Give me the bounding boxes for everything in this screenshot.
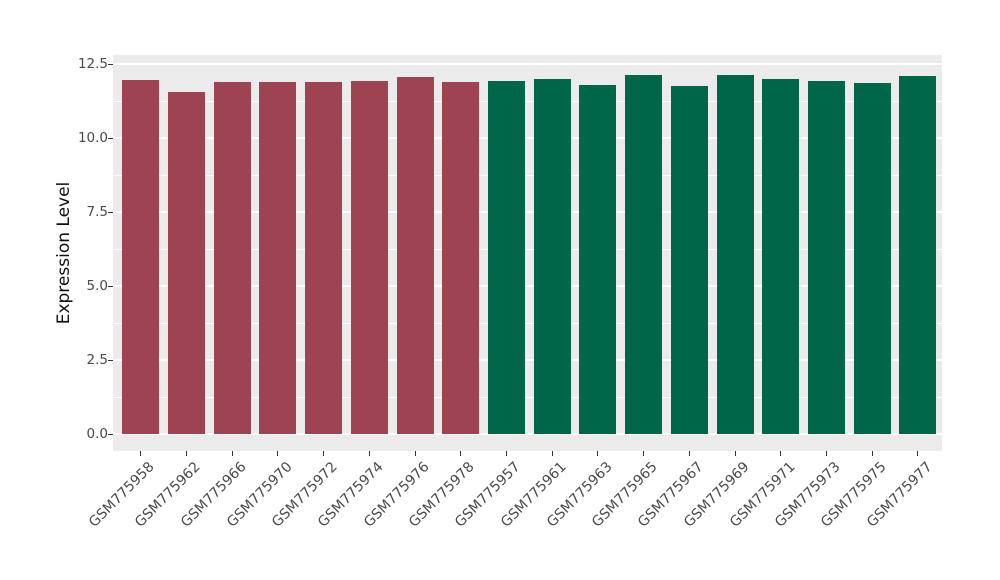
bar — [259, 82, 297, 434]
x-tick-mark — [551, 451, 553, 456]
bar — [122, 80, 160, 434]
y-tick-label: 12.5 — [77, 56, 108, 72]
x-tick-mark — [460, 451, 462, 456]
y-tick-mark — [108, 211, 113, 213]
y-tick-mark — [108, 285, 113, 287]
bar — [533, 79, 571, 434]
x-tick-mark — [826, 451, 827, 456]
x-tick-mark — [185, 451, 187, 456]
gridline-major — [113, 137, 942, 139]
x-tick-mark — [414, 451, 416, 456]
y-axis-title: Expression Level — [54, 181, 74, 325]
y-tick-label: 0.0 — [86, 426, 108, 442]
gridline-minor — [113, 174, 942, 176]
y-tick-mark — [108, 359, 113, 361]
gridline-major — [113, 433, 942, 435]
x-tick-mark — [871, 451, 873, 456]
y-tick-label: 2.5 — [86, 352, 108, 368]
x-tick-mark — [780, 451, 782, 456]
x-tick-mark — [277, 451, 279, 456]
plot-panel — [113, 55, 942, 451]
bar — [396, 77, 434, 434]
x-tick-mark — [688, 451, 690, 456]
bar — [899, 75, 937, 434]
bar — [213, 82, 251, 434]
bar — [808, 81, 845, 434]
y-tick-label: 10.0 — [77, 130, 108, 146]
gridline-major — [113, 359, 942, 361]
bar — [487, 80, 525, 434]
bar — [716, 74, 754, 434]
bar — [442, 81, 480, 434]
gridline-major — [113, 211, 942, 213]
gridline-major — [113, 285, 942, 287]
bar — [762, 79, 800, 434]
x-tick-mark — [231, 451, 233, 456]
y-tick-label: 5.0 — [86, 278, 108, 294]
bar — [305, 81, 343, 434]
x-tick-mark — [140, 451, 142, 456]
y-tick-label: 7.5 — [86, 204, 108, 220]
bar — [625, 74, 663, 434]
x-tick-mark — [368, 451, 370, 456]
gridline-major — [113, 63, 942, 65]
gridline-minor — [113, 322, 942, 324]
y-tick-mark — [108, 433, 113, 435]
y-tick-mark — [108, 63, 113, 65]
bar — [579, 85, 617, 434]
x-tick-mark — [505, 451, 507, 456]
gridline-minor — [113, 100, 942, 102]
x-tick-mark — [323, 451, 325, 456]
x-tick-mark — [597, 451, 599, 456]
x-tick-mark — [734, 451, 736, 456]
gridline-minor — [113, 396, 942, 398]
bar — [350, 81, 388, 434]
bar — [167, 92, 205, 434]
bar — [670, 85, 708, 434]
x-tick-mark — [917, 451, 919, 456]
x-tick-mark — [643, 451, 645, 456]
y-tick-mark — [108, 137, 113, 139]
gridline-minor — [113, 248, 942, 250]
bar — [853, 82, 891, 434]
